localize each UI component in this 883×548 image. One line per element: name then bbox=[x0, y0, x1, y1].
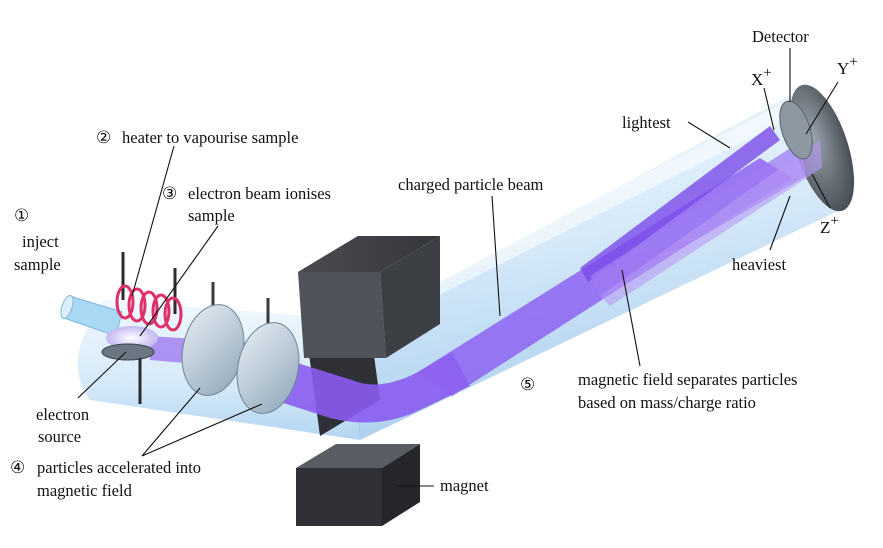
electron-source-label-line2: source bbox=[38, 427, 81, 446]
particle-beam bbox=[150, 126, 822, 423]
magnet-upper-top bbox=[298, 236, 440, 272]
step-5-label-line1: magnetic field separates particles bbox=[578, 370, 797, 389]
step-5-marker: ⑤ bbox=[520, 375, 535, 395]
ion-z-label: Z+ bbox=[820, 213, 839, 237]
accelerator-plates bbox=[181, 282, 300, 414]
leader-charged-beam bbox=[491, 195, 501, 317]
step-4-label-line2: magnetic field bbox=[37, 481, 133, 500]
ion-z-charge: + bbox=[830, 213, 838, 229]
electron-source-label-line1: electron bbox=[36, 405, 89, 424]
inlet-pipe-opening bbox=[60, 294, 74, 320]
leader-magnetic-field bbox=[621, 269, 641, 367]
magnet-lower-top bbox=[296, 444, 420, 468]
step-1-marker: ① bbox=[14, 206, 29, 226]
plate-2 bbox=[236, 322, 300, 414]
leader-plate-2 bbox=[141, 403, 263, 457]
heaviest-label: heaviest bbox=[732, 255, 786, 274]
step-3-marker: ③ bbox=[162, 184, 177, 204]
step-2-label: heater to vapourise sample bbox=[122, 128, 298, 147]
coil-turn bbox=[163, 296, 183, 332]
ion-y-charge: + bbox=[849, 54, 857, 70]
magnet-upper-face bbox=[298, 272, 386, 358]
step-1-label-line1: inject bbox=[22, 232, 59, 251]
labels: ① inject sample ② heater to vapourise sa… bbox=[10, 27, 858, 500]
ion-y-letter: Y bbox=[837, 59, 849, 78]
leader-z bbox=[811, 173, 831, 209]
heater-coil bbox=[115, 252, 183, 332]
detector bbox=[779, 100, 813, 160]
coil-turn bbox=[127, 287, 147, 323]
step-4-marker: ④ bbox=[10, 458, 25, 478]
ion-y-label: Y+ bbox=[837, 54, 858, 78]
leader-lines bbox=[77, 48, 839, 487]
detector-plate bbox=[779, 100, 813, 160]
beam-accelerated-ribbon bbox=[268, 352, 470, 423]
charged-beam-label: charged particle beam bbox=[398, 175, 544, 194]
step-3-label-line2: sample bbox=[188, 206, 235, 225]
magnet-label: magnet bbox=[440, 476, 489, 495]
ion-z-letter: Z bbox=[820, 218, 830, 237]
step-2-marker: ② bbox=[96, 128, 111, 148]
tube-highlight bbox=[360, 95, 806, 332]
coil-turn bbox=[115, 284, 135, 320]
leader-plate-1 bbox=[141, 387, 201, 457]
beam-split-medium bbox=[590, 142, 806, 296]
leader-heaviest bbox=[769, 195, 791, 251]
beam-split-heavy bbox=[600, 140, 822, 306]
electron-source-disc bbox=[101, 343, 155, 361]
lightest-label: lightest bbox=[622, 113, 671, 132]
leader-lightest bbox=[687, 121, 731, 149]
coil-turn bbox=[151, 293, 171, 329]
step-3-label-line1: electron beam ionises bbox=[188, 184, 331, 203]
step-4-label-line1: particles accelerated into bbox=[37, 458, 201, 477]
detector-label: Detector bbox=[752, 27, 809, 46]
step-1-label-line2: sample bbox=[14, 255, 61, 274]
magnet-lower-side bbox=[382, 444, 420, 526]
leader-electron-beam bbox=[139, 225, 219, 337]
ion-x-letter: X bbox=[751, 70, 763, 89]
ion-x-label: X+ bbox=[751, 65, 772, 89]
step-5-label-line2: based on mass/charge ratio bbox=[578, 393, 756, 412]
magnet-upper-side bbox=[380, 236, 440, 358]
leader-heater bbox=[131, 145, 175, 297]
ion-x-charge: + bbox=[763, 65, 771, 81]
leader-y bbox=[805, 81, 839, 135]
leader-x bbox=[763, 87, 775, 131]
electron-source bbox=[101, 326, 158, 404]
beam-split-light bbox=[580, 126, 780, 282]
leader-electron-source bbox=[77, 351, 127, 399]
magnet-lower-face bbox=[296, 468, 382, 526]
